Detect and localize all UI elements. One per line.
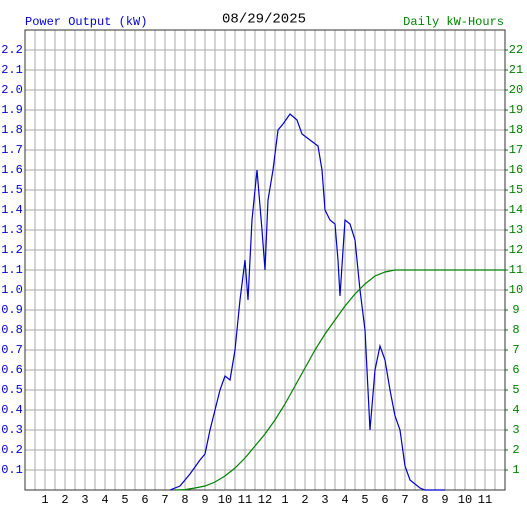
series-line <box>174 269 505 491</box>
y-tick-label: 0.1 <box>1 463 23 477</box>
y2-tick-label: 12 <box>509 243 523 257</box>
y2-tick-label: 21 <box>509 63 523 77</box>
y-tick-label: 0.3 <box>1 423 23 437</box>
y2-tick-label: 19 <box>509 103 523 117</box>
y-tick-label: 1.4 <box>1 203 23 217</box>
y-tick-label: 2.0 <box>1 83 23 97</box>
y2-tick-label: 11 <box>509 263 523 277</box>
y2-tick-label: 18 <box>509 123 523 137</box>
x-tick-label: 10 <box>218 493 232 507</box>
y-tick-label: 1.8 <box>1 123 23 137</box>
y-axis-label: Power Output (kW) <box>25 15 147 29</box>
x-tick-label: 7 <box>401 493 408 507</box>
x-tick-label: 9 <box>201 493 208 507</box>
plot-border <box>24 29 506 491</box>
y-tick-label: 0.2 <box>1 443 23 457</box>
x-tick-label: 7 <box>161 493 168 507</box>
x-tick-label: 5 <box>361 493 368 507</box>
y-tick-label: 0.9 <box>1 303 23 317</box>
y-tick-label: 2.2 <box>1 43 23 57</box>
x-tick-label: 8 <box>421 493 428 507</box>
y2-tick-label: 13 <box>509 223 523 237</box>
x-tick-label: 8 <box>181 493 188 507</box>
x-tick-label: 3 <box>81 493 88 507</box>
y2-tick-label: 3 <box>512 423 519 437</box>
y-tick-label: 2.1 <box>1 63 23 77</box>
y-tick-label: 1.3 <box>1 223 23 237</box>
x-tick-label: 5 <box>121 493 128 507</box>
x-tick-label: 2 <box>61 493 68 507</box>
y-tick-label: 1.7 <box>1 143 23 157</box>
x-tick-label: 4 <box>341 493 348 507</box>
chart-title: 08/29/2025 <box>222 12 306 28</box>
y-tick-label: 1.2 <box>1 243 23 257</box>
y2-tick-label: 15 <box>509 183 523 197</box>
y2-tick-label: 14 <box>509 203 523 217</box>
y2-tick-label: 4 <box>512 403 519 417</box>
x-tick-label: 6 <box>141 493 148 507</box>
y-tick-label: 1.6 <box>1 163 23 177</box>
y2-tick-label: 2 <box>512 443 519 457</box>
x-tick-label: 12 <box>258 493 272 507</box>
y2-tick-label: 8 <box>512 323 519 337</box>
y-tick-label: 0.6 <box>1 363 23 377</box>
x-tick-label: 4 <box>101 493 108 507</box>
x-tick-label: 1 <box>281 493 288 507</box>
x-tick-label: 11 <box>478 493 492 507</box>
y2-tick-label: 17 <box>509 143 523 157</box>
y-tick-label: 0.5 <box>1 383 23 397</box>
y2-tick-label: 16 <box>509 163 523 177</box>
y2-axis-label: Daily kW-Hours <box>403 15 504 29</box>
y-tick-label: 1.1 <box>1 263 23 277</box>
y2-tick-label: 6 <box>512 363 519 377</box>
x-tick-label: 2 <box>301 493 308 507</box>
x-tick-label: 6 <box>381 493 388 507</box>
y-tick-label: 0.8 <box>1 323 23 337</box>
y-tick-label: 1.9 <box>1 103 23 117</box>
y-tick-label: 0.4 <box>1 403 23 417</box>
x-tick-label: 3 <box>321 493 328 507</box>
y2-tick-label: 20 <box>509 83 523 97</box>
y2-tick-label: 22 <box>509 43 523 57</box>
y-tick-label: 0.7 <box>1 343 23 357</box>
x-tick-label: 1 <box>41 493 48 507</box>
y2-tick-label: 1 <box>512 463 519 477</box>
series-line <box>169 113 445 491</box>
y2-tick-label: 7 <box>512 343 519 357</box>
y2-tick-label: 9 <box>512 303 519 317</box>
x-tick-label: 9 <box>441 493 448 507</box>
y-tick-label: 1.5 <box>1 183 23 197</box>
y2-tick-label: 10 <box>509 283 523 297</box>
x-tick-label: 10 <box>458 493 472 507</box>
y-tick-label: 1.0 <box>1 283 23 297</box>
y2-tick-label: 5 <box>512 383 519 397</box>
x-tick-label: 11 <box>238 493 252 507</box>
